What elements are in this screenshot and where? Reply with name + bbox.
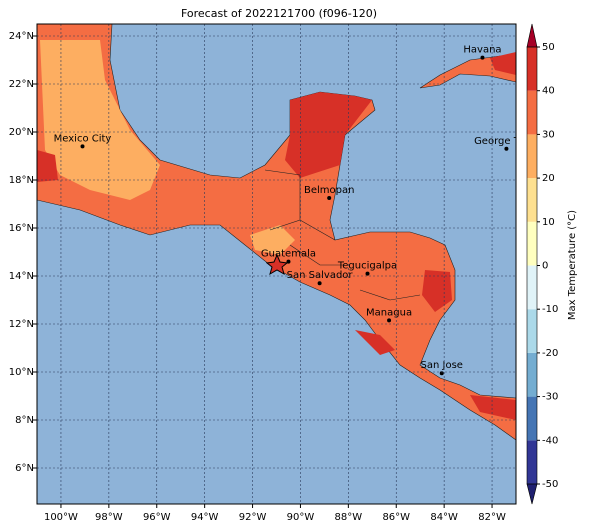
- colorbar-over: [526, 23, 538, 48]
- city-label: San Jose: [421, 360, 463, 371]
- x-tick-label: 88°W: [335, 512, 363, 523]
- x-tick-label: 92°W: [239, 512, 267, 523]
- x-tick-label: 90°W: [287, 512, 315, 523]
- city-dot: [286, 259, 291, 264]
- colorbar-tick-label: -30: [542, 392, 558, 403]
- y-tick-label: 6°N: [15, 463, 34, 474]
- colorbar-tick-label: -40: [542, 435, 558, 446]
- x-tick-label: 100°W: [44, 512, 78, 523]
- borders: [264, 169, 421, 301]
- colorbar-bin: [527, 440, 537, 484]
- colorbar-bin: [527, 221, 537, 266]
- city-label: Managua: [366, 307, 412, 318]
- cities: Mexico City Havana George Town Belmopan Guat…: [54, 45, 539, 376]
- y-tick-label: 22°N: [9, 79, 34, 90]
- colorbar-tick-label: -20: [542, 348, 558, 359]
- x-tick-label: 86°W: [382, 512, 410, 523]
- star-marker: [265, 253, 289, 276]
- colorbar-bin: [527, 90, 537, 135]
- colorbar-bin: [527, 178, 537, 222]
- city-label: Havana: [463, 45, 501, 56]
- city-label: George Town: [474, 136, 539, 147]
- cuba-hot: [490, 52, 516, 75]
- y-tick-label: 14°N: [9, 271, 34, 282]
- city-dot: [480, 55, 485, 60]
- colorbar-bin: [527, 134, 537, 179]
- colorbar-tick-label: -10: [542, 304, 558, 315]
- city-label: Mexico City: [54, 133, 112, 144]
- colorbar: -50 -40 -30 -20 -10 0 10 20 30 40 50: [526, 23, 558, 505]
- y-tick-label: 16°N: [9, 223, 34, 234]
- x-tick-label: 82°W: [478, 512, 506, 523]
- y-tick-label: 18°N: [9, 175, 34, 186]
- colorbar-tick-label: -50: [542, 479, 558, 490]
- title: Forecast of 2022121700 (f096-120): [181, 7, 377, 20]
- city-label: Tegucigalpa: [337, 261, 397, 272]
- colorbar-bin: [527, 309, 537, 353]
- city-label: Belmopan: [304, 185, 354, 196]
- y-tick-label: 24°N: [9, 31, 34, 42]
- map-area: Mexico City Havana George Town Belmopan Guat…: [37, 24, 539, 504]
- x-tick-label: 96°W: [143, 512, 171, 523]
- colorbar-tick-label: 10: [542, 217, 555, 228]
- city-label: Guatemala: [261, 249, 316, 260]
- colorbar-bin: [527, 396, 537, 441]
- city-dot: [80, 144, 85, 149]
- land-warm: [40, 40, 295, 255]
- map-frame: [36, 23, 517, 505]
- city-dot: [504, 146, 509, 151]
- y-tick-label: 8°N: [15, 415, 34, 426]
- colorbar-tick-label: 30: [542, 129, 555, 140]
- city-dot: [317, 281, 322, 286]
- colorbar-label: Max Temperature (°C): [567, 210, 578, 320]
- y-tick-label: 10°N: [9, 367, 34, 378]
- x-tick-label: 84°W: [430, 512, 458, 523]
- city-dot: [327, 196, 332, 200]
- city-dot: [387, 318, 392, 323]
- x-tick-label: 98°W: [95, 512, 123, 523]
- colorbar-tick-label: 20: [542, 173, 555, 184]
- colorbar-bin: [527, 265, 537, 310]
- colorbar-bin: [527, 47, 537, 91]
- colorbar-under: [526, 483, 538, 505]
- city-dot: [365, 271, 370, 276]
- y-tick-label: 12°N: [9, 319, 34, 330]
- colorbar-tick-label: 40: [542, 86, 555, 97]
- city-label: San Salvador: [287, 270, 354, 281]
- colorbar-tick-label: 0: [542, 261, 548, 272]
- x-tick-label: 94°W: [191, 512, 219, 523]
- colorbar-bin: [527, 352, 537, 397]
- colorbar-tick-label: 50: [542, 42, 555, 53]
- y-tick-label: 20°N: [9, 127, 34, 138]
